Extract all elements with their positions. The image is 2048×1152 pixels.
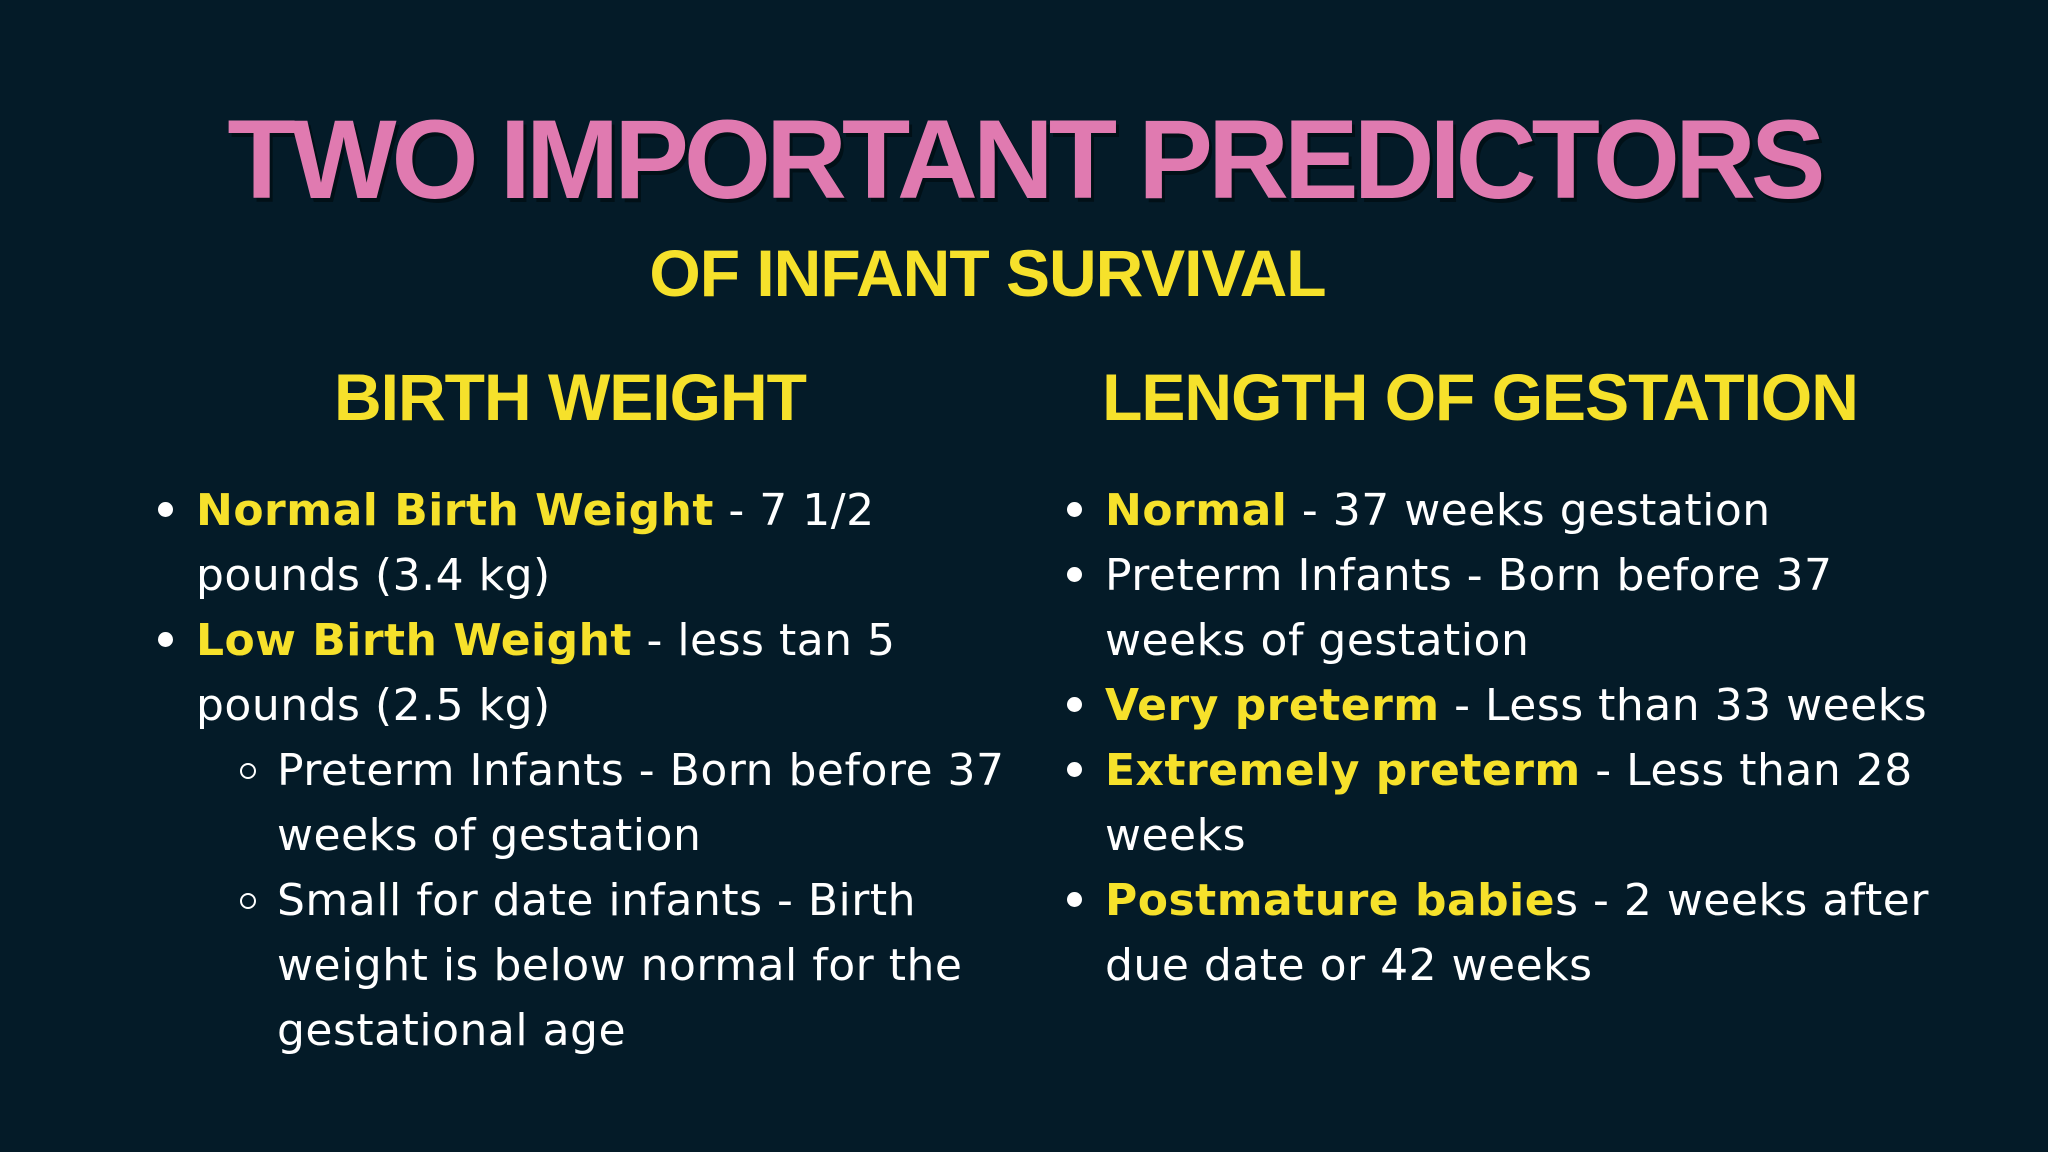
list-item-normal-birth-weight: Normal Birth Weight - 7 1/2 pounds (3.4 … bbox=[158, 478, 1026, 608]
slide-subtitle: OF INFANT SURVIVAL bbox=[649, 236, 1326, 310]
item-description: - less tan 5 pounds (2.5 kg) bbox=[196, 615, 896, 731]
sub-item-text: Preterm Infants - Born before 37 weeks o… bbox=[277, 745, 1005, 861]
bullet-dot-icon bbox=[1065, 543, 1085, 608]
term-label: Postmature babie bbox=[1105, 875, 1556, 926]
item-description: - Less than 33 weeks bbox=[1439, 680, 1928, 731]
hollow-bullet-icon bbox=[237, 868, 257, 933]
list-item-low-birth-weight: Low Birth Weight - less tan 5 pounds (2.… bbox=[158, 608, 1026, 1063]
length-of-gestation-list: Normal - 37 weeks gestation Preterm Infa… bbox=[1067, 478, 1965, 998]
term-label: Normal bbox=[1105, 485, 1288, 536]
bullet-dot-icon bbox=[1065, 478, 1085, 543]
hollow-bullet-icon bbox=[237, 738, 257, 803]
birth-weight-heading: BIRTH WEIGHT bbox=[334, 360, 807, 434]
bullet-dot-icon bbox=[1065, 738, 1085, 803]
term-label: Low Birth Weight bbox=[196, 615, 632, 666]
item-description: - 7 1/2 pounds (3.4 kg) bbox=[196, 485, 875, 601]
sub-item-small-for-date: Small for date infants - Birth weight is… bbox=[240, 868, 1026, 1063]
list-item-normal: Normal - 37 weeks gestation bbox=[1067, 478, 1965, 543]
item-description: s - 2 weeks after due date or 42 weeks bbox=[1105, 875, 1929, 991]
birth-weight-list: Normal Birth Weight - 7 1/2 pounds (3.4 … bbox=[158, 478, 1026, 1063]
list-item-preterm-infants: Preterm Infants - Born before 37 weeks o… bbox=[1067, 543, 1965, 673]
list-item-very-preterm: Very preterm - Less than 33 weeks bbox=[1067, 673, 1965, 738]
bullet-dot-icon bbox=[156, 608, 176, 673]
bullet-dot-icon bbox=[156, 478, 176, 543]
bullet-dot-icon bbox=[1065, 673, 1085, 738]
low-birth-weight-sublist: Preterm Infants - Born before 37 weeks o… bbox=[196, 738, 1026, 1063]
sub-item-preterm-infants: Preterm Infants - Born before 37 weeks o… bbox=[240, 738, 1026, 868]
sub-item-text: Small for date infants - Birth weight is… bbox=[277, 875, 963, 1056]
list-item-postmature-babies: Postmature babies - 2 weeks after due da… bbox=[1067, 868, 1965, 998]
length-of-gestation-heading: LENGTH OF GESTATION bbox=[1102, 360, 1859, 434]
slide-title: TWO IMPORTANT PREDICTORS bbox=[227, 97, 1825, 222]
term-label: Normal Birth Weight bbox=[196, 485, 714, 536]
list-item-extremely-preterm: Extremely preterm - Less than 28 weeks bbox=[1067, 738, 1965, 868]
item-description: Preterm Infants - Born before 37 weeks o… bbox=[1105, 550, 1833, 666]
term-label: Very preterm bbox=[1105, 680, 1440, 731]
term-label: Extremely preterm bbox=[1105, 745, 1581, 796]
item-description: - 37 weeks gestation bbox=[1287, 485, 1771, 536]
item-description: - Less than 28 weeks bbox=[1105, 745, 1913, 861]
bullet-dot-icon bbox=[1065, 868, 1085, 933]
